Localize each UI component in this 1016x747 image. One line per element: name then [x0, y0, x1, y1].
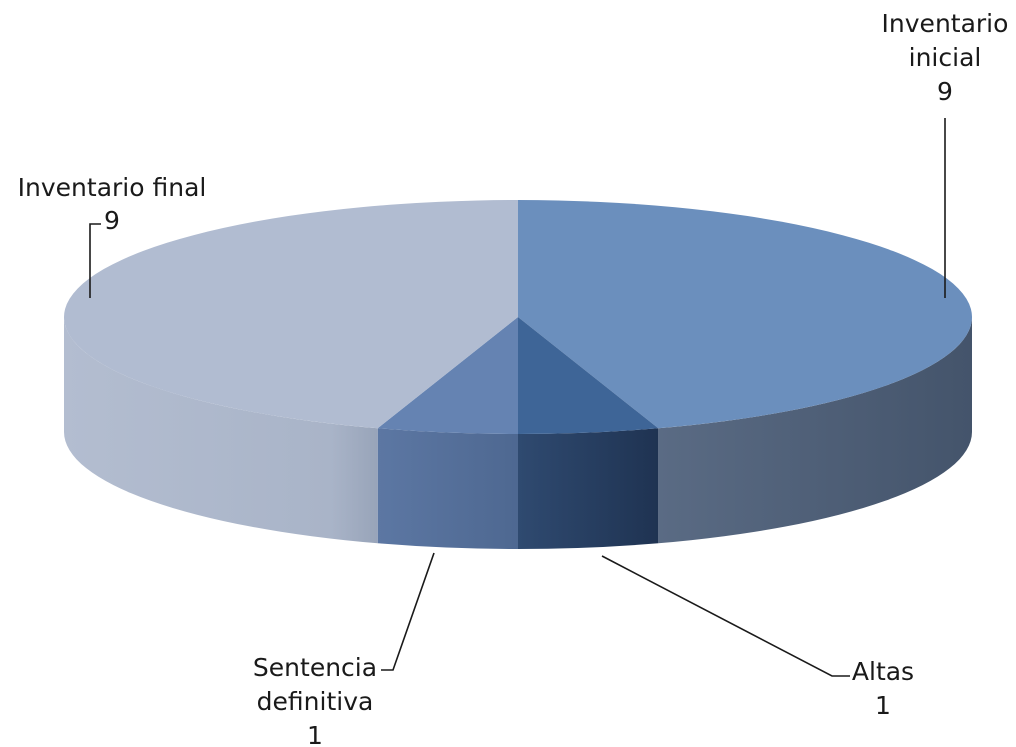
pie-slice-inventario-inicial	[518, 200, 973, 429]
pie-slice-altas	[518, 317, 659, 434]
data-label-name-sentencia-definitiva: Sentencia definitiva	[253, 653, 377, 716]
pie-side-sentencia-definitiva	[377, 428, 518, 549]
pie-slice-inventario-final	[63, 200, 519, 429]
data-label-value-altas: 1	[875, 691, 891, 720]
leader-line-altas	[601, 555, 850, 677]
leader-line-inventario-final	[89, 223, 101, 298]
data-label-name-altas: Altas	[852, 657, 914, 686]
data-label-name-inventario-inicial: Inventario inicial	[882, 9, 1009, 72]
leader-line-sentencia-definitiva	[381, 552, 435, 671]
data-label-name-inventario-final: Inventario final	[18, 173, 207, 202]
data-label-value-inventario-inicial: 9	[937, 77, 953, 106]
pie-slice-sentencia-definitiva	[377, 317, 518, 434]
data-label-value-sentencia-definitiva: 1	[307, 721, 323, 747]
pie-side-inventario-final	[64, 317, 378, 544]
pie-side-inventario-inicial	[658, 317, 972, 544]
data-label-value-inventario-final: 9	[104, 206, 120, 235]
pie-side-altas	[518, 428, 659, 549]
